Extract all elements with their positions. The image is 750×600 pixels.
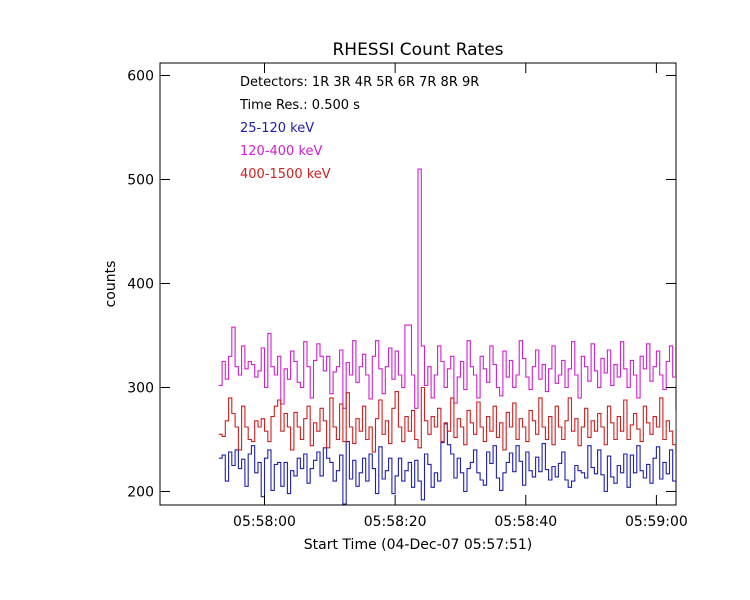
y-axis-label: counts (103, 261, 119, 308)
y-tick-label: 500 (127, 172, 154, 188)
annotation-line-3: 25-120 keV (240, 121, 314, 136)
y-tick-label: 300 (127, 380, 154, 396)
x-tick-label: 05:58:00 (233, 514, 296, 530)
annotation-line-1: Detectors: 1R 3R 4R 5R 6R 7R 8R 9R (240, 75, 479, 90)
x-tick-label: 05:58:40 (494, 514, 557, 530)
annotation-line-5: 400-1500 keV (240, 167, 331, 182)
series-line-3 (218, 386, 676, 453)
y-tick-label: 400 (127, 276, 154, 292)
x-tick-label: 05:58:20 (364, 514, 427, 530)
annotation-line-4: 120-400 keV (240, 144, 323, 159)
legend-annotations: Detectors: 1R 3R 4R 5R 6R 7R 8R 9R Time R… (239, 75, 479, 182)
plot-frame (159, 62, 677, 506)
x-axis-label: Start Time (04-Dec-07 05:57:51) (304, 537, 532, 553)
chart-title: RHESSI Count Rates (332, 40, 503, 60)
series-line-1 (218, 423, 676, 505)
series-line-2 (218, 168, 676, 409)
x-tick-label: 05:59:00 (625, 514, 688, 530)
ticks-layer: 200 300 400 500 600 05:58:00 05:58:20 05:58:40 0… (127, 63, 688, 530)
y-tick-label: 200 (127, 484, 154, 500)
annotation-line-2: Time Res.: 0.500 s (239, 98, 360, 113)
series-layer (218, 168, 676, 505)
y-tick-label: 600 (127, 68, 154, 84)
